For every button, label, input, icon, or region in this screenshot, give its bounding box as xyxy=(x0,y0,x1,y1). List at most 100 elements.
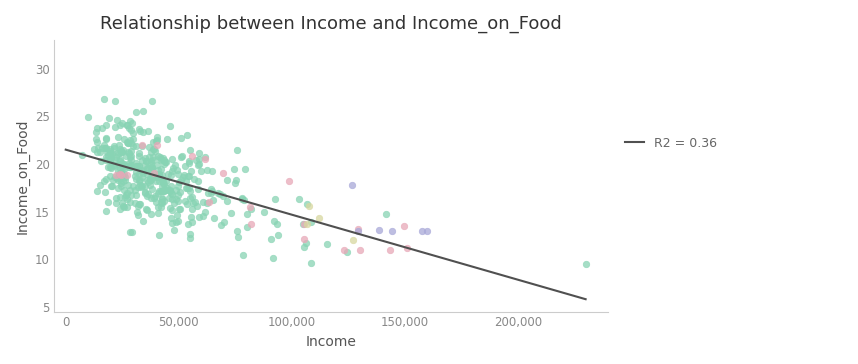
Point xyxy=(186,201,200,206)
Point xyxy=(132,150,146,156)
Point xyxy=(201,190,214,196)
Point xyxy=(122,150,136,156)
Point xyxy=(160,187,173,193)
Point xyxy=(127,143,141,149)
Point xyxy=(165,183,178,189)
Point xyxy=(121,141,135,146)
Point xyxy=(154,156,168,162)
Point xyxy=(104,150,118,156)
Point xyxy=(106,163,120,169)
Point xyxy=(144,211,158,217)
Point xyxy=(167,200,181,206)
Point xyxy=(337,247,351,253)
Point xyxy=(245,206,258,212)
Point xyxy=(340,249,353,255)
Point xyxy=(269,196,282,202)
Point xyxy=(124,164,138,170)
Point xyxy=(579,261,593,266)
Point xyxy=(148,178,162,184)
Point xyxy=(124,163,137,169)
Point xyxy=(182,185,196,191)
Point xyxy=(136,129,150,135)
Point xyxy=(93,182,106,187)
Point xyxy=(182,173,196,178)
Point xyxy=(168,163,182,169)
Point xyxy=(297,221,311,227)
Point xyxy=(136,169,150,174)
Point xyxy=(130,169,143,175)
Point xyxy=(117,164,130,170)
Point xyxy=(153,233,166,238)
Point xyxy=(160,178,173,184)
Point xyxy=(126,130,140,136)
Point xyxy=(244,204,257,210)
Point xyxy=(117,171,130,177)
Point xyxy=(103,146,117,151)
Point xyxy=(160,136,173,142)
Point xyxy=(130,191,143,197)
Y-axis label: Income_on_Food: Income_on_Food xyxy=(15,118,29,234)
Point xyxy=(113,148,127,154)
Point xyxy=(146,157,160,163)
Point xyxy=(146,155,160,161)
Point xyxy=(281,178,295,184)
Point xyxy=(157,157,171,163)
Point xyxy=(151,174,165,180)
Point xyxy=(94,149,107,155)
Point xyxy=(111,134,124,139)
Point xyxy=(257,209,271,215)
Point xyxy=(121,140,135,146)
Point xyxy=(116,178,130,183)
Point xyxy=(111,177,124,183)
Point xyxy=(299,240,312,246)
Point xyxy=(142,175,156,181)
Point xyxy=(153,154,166,160)
Point xyxy=(123,138,136,143)
Point xyxy=(138,162,152,167)
Point xyxy=(174,154,188,160)
Point xyxy=(135,174,148,180)
Point xyxy=(183,231,196,237)
Point xyxy=(180,185,194,191)
Point xyxy=(150,162,164,167)
Point xyxy=(149,174,163,180)
Point xyxy=(156,188,170,194)
Point xyxy=(397,223,411,229)
Point xyxy=(97,178,111,184)
Point xyxy=(198,157,212,162)
Point xyxy=(160,186,173,191)
Point xyxy=(378,211,392,217)
Point xyxy=(183,147,196,153)
Point xyxy=(207,215,221,221)
Point xyxy=(156,180,170,186)
Point xyxy=(100,177,113,182)
Point xyxy=(164,190,178,196)
Point xyxy=(133,201,147,207)
Point xyxy=(172,206,186,212)
Point xyxy=(164,172,178,178)
Point xyxy=(99,145,112,151)
Point xyxy=(135,184,148,190)
Point xyxy=(95,145,109,151)
Point xyxy=(161,171,175,177)
Point xyxy=(231,228,245,234)
Point xyxy=(151,190,165,196)
Point xyxy=(149,171,163,177)
Point xyxy=(165,219,178,225)
Point xyxy=(113,181,127,186)
Point xyxy=(351,226,365,232)
Point xyxy=(124,153,137,159)
Point xyxy=(145,164,159,170)
Point xyxy=(107,146,121,151)
Point xyxy=(121,163,135,169)
Point xyxy=(111,149,124,155)
Point xyxy=(142,145,155,150)
Point xyxy=(400,246,414,252)
Point xyxy=(120,172,134,178)
Point xyxy=(157,182,171,187)
Point xyxy=(202,199,216,205)
Point xyxy=(347,237,360,243)
Point xyxy=(132,163,146,169)
Point xyxy=(192,161,206,166)
Point xyxy=(196,213,210,218)
